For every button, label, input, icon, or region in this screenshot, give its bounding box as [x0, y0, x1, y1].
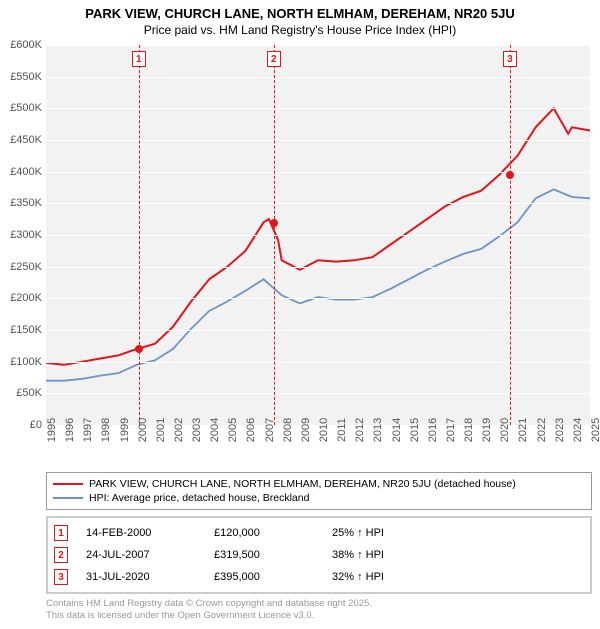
- marker-dot: [506, 171, 514, 179]
- gridline: [46, 108, 590, 109]
- x-axis-labels: 1995199619971998199920002001200220032004…: [46, 426, 590, 466]
- x-tick-label: 2010: [318, 418, 330, 442]
- gridline: [46, 235, 590, 236]
- x-tick-label: 2024: [572, 418, 584, 442]
- price-chart: PARK VIEW, CHURCH LANE, NORTH ELMHAM, DE…: [0, 0, 600, 623]
- x-tick-label: 2005: [227, 418, 239, 442]
- legend-item: HPI: Average price, detached house, Brec…: [53, 491, 585, 505]
- gridline: [46, 393, 590, 394]
- x-tick-label: 2001: [155, 418, 167, 442]
- x-tick-label: 2015: [409, 418, 421, 442]
- x-tick-label: 2000: [137, 418, 149, 442]
- x-tick-label: 2014: [391, 418, 403, 442]
- y-tick-label: £550K: [10, 71, 46, 83]
- x-tick-label: 2018: [463, 418, 475, 442]
- sale-date: 31-JUL-2020: [86, 571, 196, 583]
- sale-price: £395,000: [214, 571, 314, 583]
- x-tick-label: 2016: [427, 418, 439, 442]
- attribution: Contains HM Land Registry data © Crown c…: [46, 598, 592, 623]
- marker-box: 1: [132, 51, 146, 67]
- gridline: [46, 267, 590, 268]
- legend-label: HPI: Average price, detached house, Brec…: [89, 492, 309, 504]
- legend-swatch: [53, 497, 83, 499]
- x-tick-label: 2021: [517, 418, 529, 442]
- y-tick-label: £450K: [10, 134, 46, 146]
- y-tick-label: £300K: [10, 229, 46, 241]
- x-tick-label: 2019: [481, 418, 493, 442]
- y-tick-label: £0: [30, 419, 46, 431]
- attribution-line1: Contains HM Land Registry data © Crown c…: [46, 598, 592, 610]
- sale-marker-box: 2: [54, 547, 68, 563]
- legend: PARK VIEW, CHURCH LANE, NORTH ELMHAM, DE…: [46, 472, 592, 510]
- x-tick-label: 2002: [173, 418, 185, 442]
- gridline: [46, 330, 590, 331]
- x-tick-label: 2012: [354, 418, 366, 442]
- y-tick-label: £150K: [10, 324, 46, 336]
- plot-area: £0£50K£100K£150K£200K£250K£300K£350K£400…: [46, 45, 590, 426]
- gridline: [46, 298, 590, 299]
- x-tick-label: 2020: [499, 418, 511, 442]
- attribution-line2: This data is licensed under the Open Gov…: [46, 610, 592, 622]
- sale-row: 2 24-JUL-2007 £319,500 38% ↑ HPI: [54, 544, 584, 566]
- sale-marker-box: 1: [54, 525, 68, 541]
- marker-box: 2: [267, 51, 281, 67]
- x-tick-label: 1995: [46, 418, 58, 442]
- y-tick-label: £350K: [10, 197, 46, 209]
- y-tick-label: £200K: [10, 292, 46, 304]
- marker-dashline: [510, 45, 511, 425]
- sale-row: 1 14-FEB-2000 £120,000 25% ↑ HPI: [54, 522, 584, 544]
- sale-date: 14-FEB-2000: [86, 527, 196, 539]
- legend-item: PARK VIEW, CHURCH LANE, NORTH ELMHAM, DE…: [53, 477, 585, 491]
- x-tick-label: 2011: [336, 418, 348, 442]
- chart-titles: PARK VIEW, CHURCH LANE, NORTH ELMHAM, DE…: [0, 0, 600, 37]
- sale-pct: 38% ↑ HPI: [332, 549, 432, 561]
- marker-dot: [270, 219, 278, 227]
- chart-subtitle: Price paid vs. HM Land Registry's House …: [0, 23, 600, 37]
- x-tick-label: 2022: [536, 418, 548, 442]
- marker-dashline: [139, 45, 140, 425]
- y-tick-label: £500K: [10, 102, 46, 114]
- gridline: [46, 140, 590, 141]
- sale-price: £120,000: [214, 527, 314, 539]
- x-tick-label: 2013: [372, 418, 384, 442]
- marker-dot: [135, 345, 143, 353]
- sale-pct: 32% ↑ HPI: [332, 571, 432, 583]
- series-line: [46, 108, 590, 365]
- marker-dashline: [274, 45, 275, 425]
- x-tick-label: 2009: [300, 418, 312, 442]
- y-tick-label: £250K: [10, 261, 46, 273]
- x-tick-label: 1996: [64, 418, 76, 442]
- sale-date: 24-JUL-2007: [86, 549, 196, 561]
- y-tick-label: £400K: [10, 166, 46, 178]
- x-tick-label: 2008: [282, 418, 294, 442]
- y-tick-label: £600K: [10, 39, 46, 51]
- sale-marker-box: 3: [54, 569, 68, 585]
- gridline: [46, 45, 590, 46]
- x-tick-label: 2025: [590, 418, 600, 442]
- gridline: [46, 77, 590, 78]
- gridline: [46, 362, 590, 363]
- x-tick-label: 2023: [554, 418, 566, 442]
- sales-table: 1 14-FEB-2000 £120,000 25% ↑ HPI 2 24-JUL-200…: [46, 516, 592, 594]
- gridline: [46, 203, 590, 204]
- x-tick-label: 2003: [191, 418, 203, 442]
- y-tick-label: £100K: [10, 356, 46, 368]
- x-tick-label: 1998: [100, 418, 112, 442]
- marker-box: 3: [503, 51, 517, 67]
- x-tick-label: 2017: [445, 418, 457, 442]
- y-tick-label: £50K: [16, 387, 46, 399]
- chart-title: PARK VIEW, CHURCH LANE, NORTH ELMHAM, DE…: [0, 6, 600, 21]
- x-tick-label: 2004: [209, 418, 221, 442]
- x-tick-label: 2006: [245, 418, 257, 442]
- sale-price: £319,500: [214, 549, 314, 561]
- x-tick-label: 1997: [82, 418, 94, 442]
- sale-row: 3 31-JUL-2020 £395,000 32% ↑ HPI: [54, 566, 584, 588]
- legend-swatch: [53, 483, 83, 485]
- x-tick-label: 1999: [119, 418, 131, 442]
- legend-label: PARK VIEW, CHURCH LANE, NORTH ELMHAM, DE…: [89, 478, 516, 490]
- x-tick-label: 2007: [264, 418, 276, 442]
- sale-pct: 25% ↑ HPI: [332, 527, 432, 539]
